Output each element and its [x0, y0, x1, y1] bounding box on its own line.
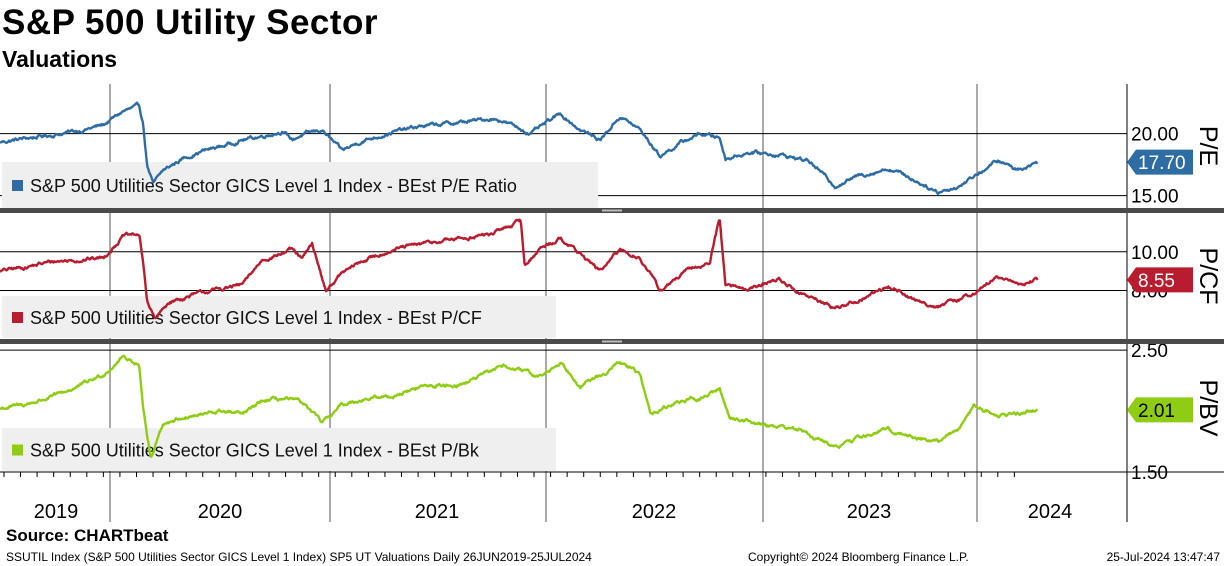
legend-box — [2, 296, 556, 338]
legend-box — [2, 162, 598, 208]
legend-box — [2, 428, 556, 471]
panel-pbv: 1.50 2.50 S&P 500 Utilities Sector GICS Le… — [0, 341, 1222, 484]
series-line — [0, 354, 1038, 458]
axis-label-pe: P/E — [1194, 126, 1222, 166]
y-tick-label: 1.50 — [1131, 463, 1168, 484]
last-value-tag — [1127, 267, 1193, 293]
footer-index-info: SSUTIL Index (S&P 500 Utilities Sector G… — [6, 550, 592, 564]
x-tick-label: 2020 — [198, 501, 243, 523]
last-value-tag — [1127, 397, 1193, 423]
x-tick-label: 2022 — [632, 501, 677, 523]
panel-pe: 15.00 20.00 S&P 500 Utilities Sector GICS … — [0, 84, 1222, 208]
y-tick-label: 2.50 — [1131, 341, 1168, 362]
separator-grip — [602, 209, 622, 212]
x-tick-label: 2023 — [847, 501, 892, 523]
y-tick-label: 20.00 — [1131, 125, 1179, 146]
legend-swatch — [12, 312, 23, 323]
separator-grip — [602, 340, 622, 343]
last-value-tag — [1127, 149, 1193, 175]
y-tick-label: 10.00 — [1131, 243, 1179, 264]
y-tick-label: 15.00 — [1131, 187, 1179, 208]
footer-timestamp: 25-Jul-2024 13:47:47 — [1106, 550, 1220, 564]
source-note: Source: CHARTbeat — [6, 526, 169, 545]
panel-pcf: 8.0010.00S&P 500 Utilities Sector GICS L… — [0, 213, 1222, 339]
series-line — [0, 101, 1039, 196]
last-value-label: 8.55 — [1138, 271, 1175, 292]
chart-title: S&P 500 Utility Sector — [2, 3, 379, 42]
legend-label: S&P 500 Utilities Sector GICS Level 1 In… — [30, 176, 517, 196]
x-tick-label: 2019 — [34, 501, 79, 523]
x-tick-label: 2024 — [1028, 501, 1073, 523]
x-tick-label: 2021 — [415, 501, 460, 523]
axis-label-pbv: P/BV — [1194, 380, 1222, 437]
footer-copyright: Copyright© 2024 Bloomberg Finance L.P. — [748, 550, 969, 564]
series-line — [0, 218, 1039, 320]
legend-swatch — [12, 180, 23, 191]
axis-label-pcf: P/CF — [1194, 248, 1222, 305]
legend-label: S&P 500 Utilities Sector GICS Level 1 In… — [30, 441, 480, 461]
legend-swatch — [12, 444, 23, 456]
last-value-label: 2.01 — [1138, 401, 1175, 422]
chart-subtitle: Valuations — [2, 46, 118, 72]
legend-label: S&P 500 Utilities Sector GICS Level 1 In… — [30, 308, 482, 328]
last-value-label: 17.70 — [1138, 153, 1186, 174]
